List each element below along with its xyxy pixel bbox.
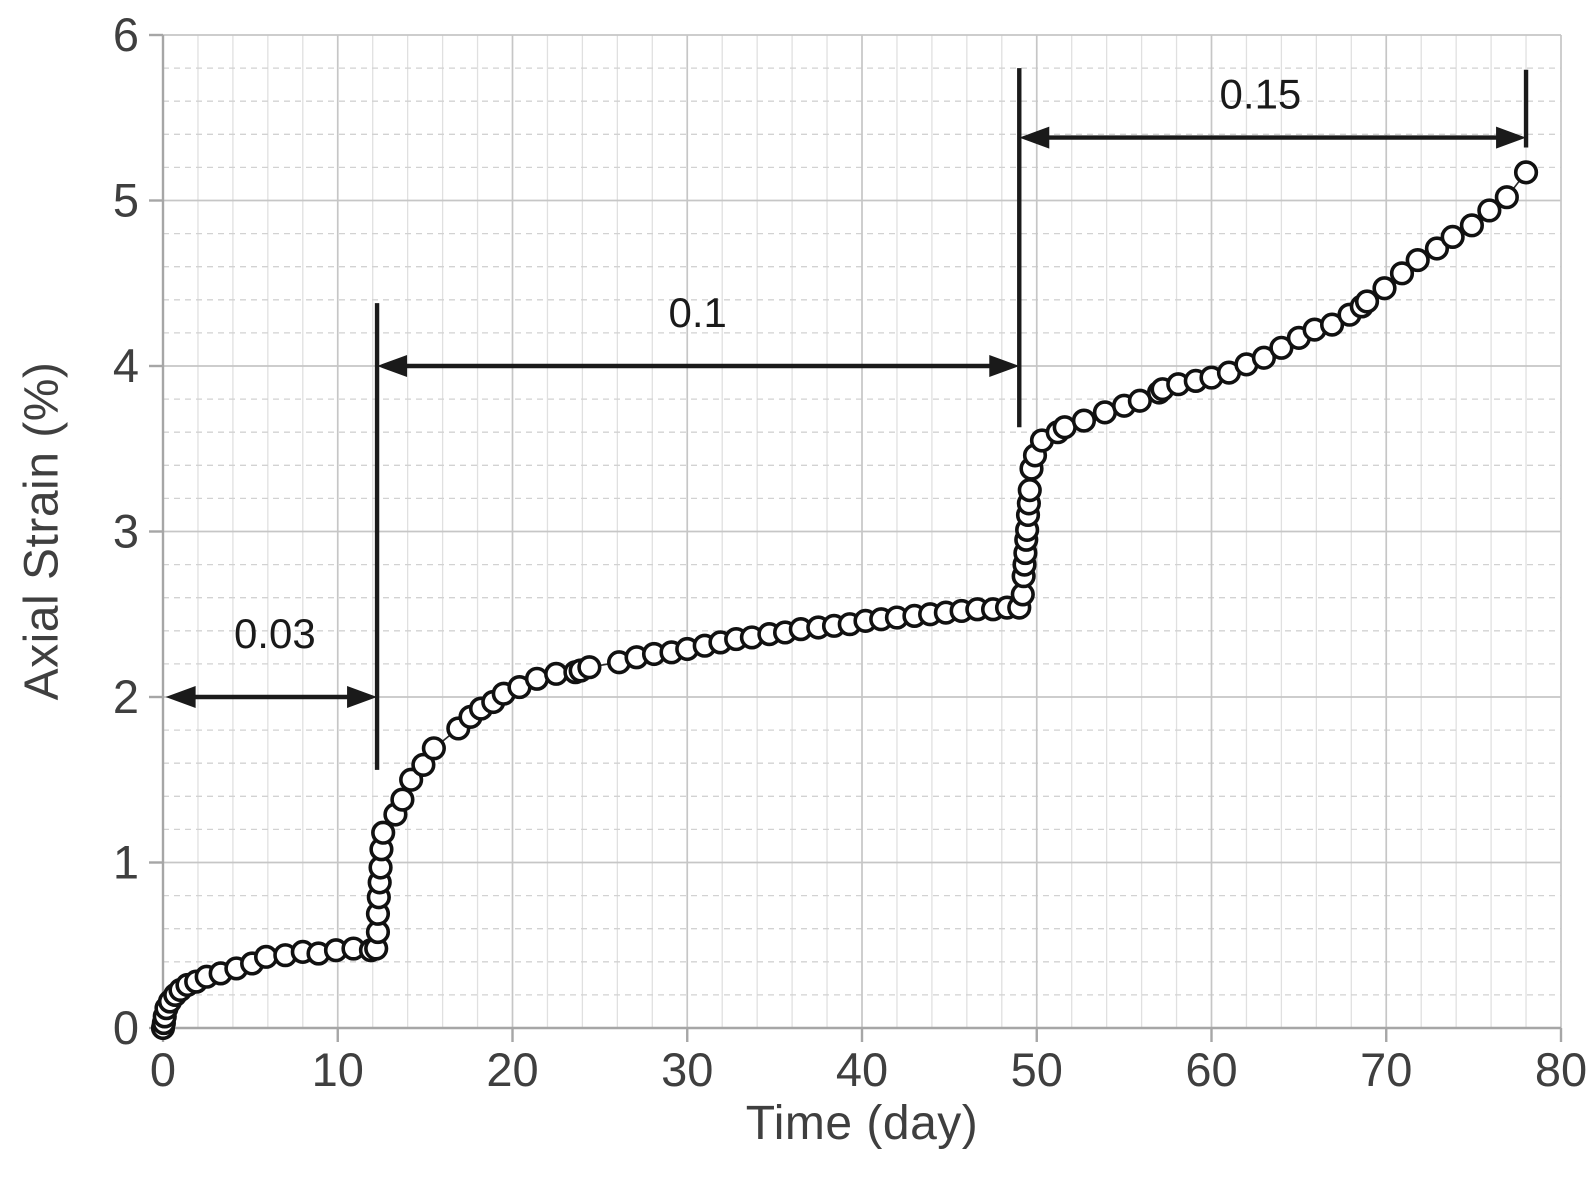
data-point	[411, 752, 436, 777]
y-tick-label: 1	[113, 836, 139, 889]
data-point	[390, 787, 415, 812]
data-point	[1017, 478, 1042, 503]
annotation-arrowhead-right	[347, 686, 378, 708]
data-point	[1440, 224, 1465, 250]
data-point	[1372, 276, 1397, 301]
x-tick-label: 60	[1185, 1043, 1237, 1096]
data-point	[1405, 247, 1430, 273]
data-point	[524, 666, 550, 691]
data-point	[1424, 236, 1450, 261]
x-tick-label: 20	[486, 1043, 538, 1096]
data-point	[1319, 312, 1345, 337]
data-point	[1127, 388, 1152, 413]
data-point	[1389, 261, 1415, 286]
data-point	[1354, 289, 1380, 314]
data-point	[577, 655, 602, 680]
x-tick-label: 70	[1360, 1043, 1412, 1096]
data-point	[1251, 345, 1277, 370]
y-tick-label: 3	[113, 505, 139, 558]
data-point	[1269, 335, 1294, 360]
x-tick-label: 30	[661, 1043, 713, 1096]
data-point	[1513, 160, 1539, 185]
x-tick-label: 0	[150, 1043, 176, 1096]
data-point	[544, 661, 569, 686]
annotation-arrowhead-right	[989, 355, 1020, 377]
y-tick-label: 4	[113, 339, 139, 392]
annotation-arrowhead-left	[1019, 126, 1050, 149]
annotation-label: 0.1	[669, 289, 727, 336]
y-tick-label: 5	[113, 174, 139, 227]
data-point	[421, 736, 446, 761]
data-point	[1071, 408, 1097, 433]
x-tick-label: 10	[312, 1043, 364, 1096]
data-point	[254, 944, 279, 969]
x-tick-label: 50	[1011, 1043, 1063, 1096]
y-axis-title: Axial Strain (%)	[15, 361, 69, 701]
y-tick-label: 2	[113, 670, 139, 723]
annotation-label: 0.15	[1220, 71, 1302, 118]
annotation-arrowhead-left	[377, 355, 408, 377]
data-point	[1459, 213, 1484, 238]
annotation-arrowhead-left	[165, 686, 196, 708]
y-tick-label: 6	[113, 8, 139, 61]
x-tick-label: 80	[1535, 1043, 1587, 1096]
data-point	[1477, 198, 1502, 223]
y-tick-label: 0	[113, 1001, 139, 1054]
data-point	[1494, 185, 1519, 210]
x-axis-title: Time (day)	[745, 1097, 979, 1150]
x-tick-label: 40	[836, 1043, 888, 1096]
annotation-arrowhead-right	[1496, 126, 1527, 149]
annotation-label: 0.03	[234, 610, 316, 657]
data-point	[371, 820, 396, 845]
